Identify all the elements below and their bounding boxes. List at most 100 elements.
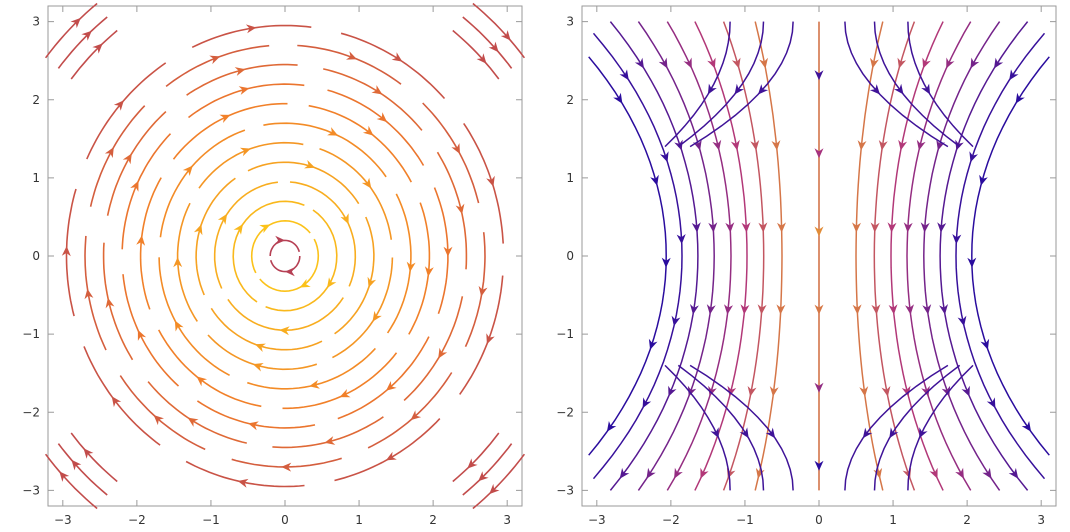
stream-arrowhead (777, 222, 786, 233)
stream-arrowhead (237, 478, 249, 488)
streamline (592, 32, 683, 480)
stream-arrowhead (727, 385, 737, 397)
streamline (722, 21, 765, 491)
right-plot-streamlines (588, 21, 1050, 491)
stream-arrowhead (740, 304, 750, 315)
streamline (890, 21, 944, 491)
stream-arrowhead (929, 467, 938, 479)
streamline (907, 21, 974, 148)
streamline (57, 16, 108, 69)
left-stream-plot: −3 −2 −1 0 1 2 3 −3 −2 −1 0 1 2 3 (22, 2, 526, 527)
streamline (269, 239, 301, 257)
streamline (289, 181, 357, 287)
right-plot-y-tick-labels: −3 −2 −1 0 1 2 3 (556, 15, 574, 498)
stream-arrowhead (71, 459, 82, 471)
stream-arrowhead (371, 85, 383, 95)
stream-arrowhead (870, 222, 880, 233)
streamline (907, 364, 974, 491)
streamline (247, 347, 376, 390)
right-y-tick-label: −2 (556, 405, 574, 419)
right-x-tick-label: −3 (588, 513, 606, 527)
stream-arrowhead (104, 147, 114, 158)
stream-arrowhead (658, 57, 668, 69)
streamline (873, 21, 916, 491)
right-x-tick-label: −2 (662, 513, 680, 527)
stream-arrowhead (741, 222, 751, 233)
streamline (588, 56, 667, 456)
stream-arrowhead (182, 165, 193, 176)
stream-arrowhead (137, 329, 147, 341)
right-y-tick-label: 1 (566, 171, 574, 185)
stream-arrowhead (660, 151, 669, 163)
stream-arrowhead (284, 267, 295, 277)
stream-arrowhead (897, 57, 907, 69)
stream-arrowhead (690, 304, 699, 315)
stream-arrowhead (814, 382, 824, 393)
stream-arrowhead (327, 277, 337, 288)
streamline (677, 364, 765, 491)
streamline (70, 432, 118, 483)
stream-arrowhead (901, 385, 911, 397)
stream-arrowhead (921, 385, 930, 397)
stream-arrowhead (712, 139, 722, 151)
stream-arrowhead (478, 285, 488, 297)
stream-arrowhead (707, 83, 717, 95)
stream-arrowhead (916, 139, 926, 151)
right-x-tick-label: 2 (963, 513, 971, 527)
streamline (677, 21, 765, 148)
stream-arrowhead (234, 67, 246, 76)
streamline (172, 102, 288, 160)
stream-arrowhead (674, 467, 683, 479)
left-plot-frame (47, 5, 523, 507)
stream-arrowhead (870, 57, 879, 69)
stream-arrowhead (970, 57, 980, 69)
stream-arrowhead (187, 417, 199, 427)
stream-arrowhead (455, 203, 465, 215)
stream-arrowhead (248, 421, 259, 431)
stream-arrowhead (859, 386, 869, 397)
stream-arrowhead (919, 427, 928, 439)
streamline (282, 352, 398, 410)
stream-arrowhead (279, 326, 290, 336)
stream-arrowhead (1021, 421, 1032, 432)
streamline (664, 364, 731, 491)
left-y-tick-label: 3 (32, 15, 40, 29)
streamline (157, 329, 262, 408)
stream-arrowhead (980, 338, 990, 350)
stream-arrowhead (683, 57, 692, 69)
stream-arrowhead (903, 222, 913, 233)
stream-arrowhead (873, 467, 883, 479)
streamline (265, 209, 338, 312)
stream-arrowhead (955, 467, 964, 479)
stream-arrowhead (376, 112, 388, 123)
stream-arrowhead (193, 224, 203, 236)
streamline (689, 364, 794, 491)
stream-arrowhead (862, 427, 873, 439)
streamline (308, 104, 413, 183)
streamline (694, 21, 748, 491)
stream-arrowhead (878, 140, 888, 151)
right-stream-plot: −3 −2 −1 0 1 2 3 −3 −2 −1 0 1 2 3 (556, 5, 1057, 527)
left-x-tick-label: −1 (202, 513, 220, 527)
left-y-tick-label: −2 (22, 405, 40, 419)
left-x-tick-label: −2 (128, 513, 146, 527)
streamline (165, 44, 270, 88)
streamline (147, 381, 247, 444)
stream-arrowhead (486, 175, 495, 187)
left-x-tick-label: 1 (355, 513, 363, 527)
streamline (337, 336, 430, 420)
stream-arrowhead (606, 421, 617, 432)
streamline (57, 443, 108, 496)
stream-arrowhead (946, 57, 955, 69)
stream-arrowhead (750, 140, 760, 151)
stream-arrowhead (869, 84, 880, 95)
stream-arrowhead (642, 397, 652, 409)
streamline (422, 102, 480, 204)
streamline (334, 216, 375, 335)
stream-arrowhead (406, 261, 416, 272)
streamline (250, 219, 311, 274)
stream-arrowhead (939, 304, 948, 315)
streamline (844, 21, 949, 148)
left-y-tick-label: −1 (22, 327, 40, 341)
streamline (332, 257, 394, 359)
